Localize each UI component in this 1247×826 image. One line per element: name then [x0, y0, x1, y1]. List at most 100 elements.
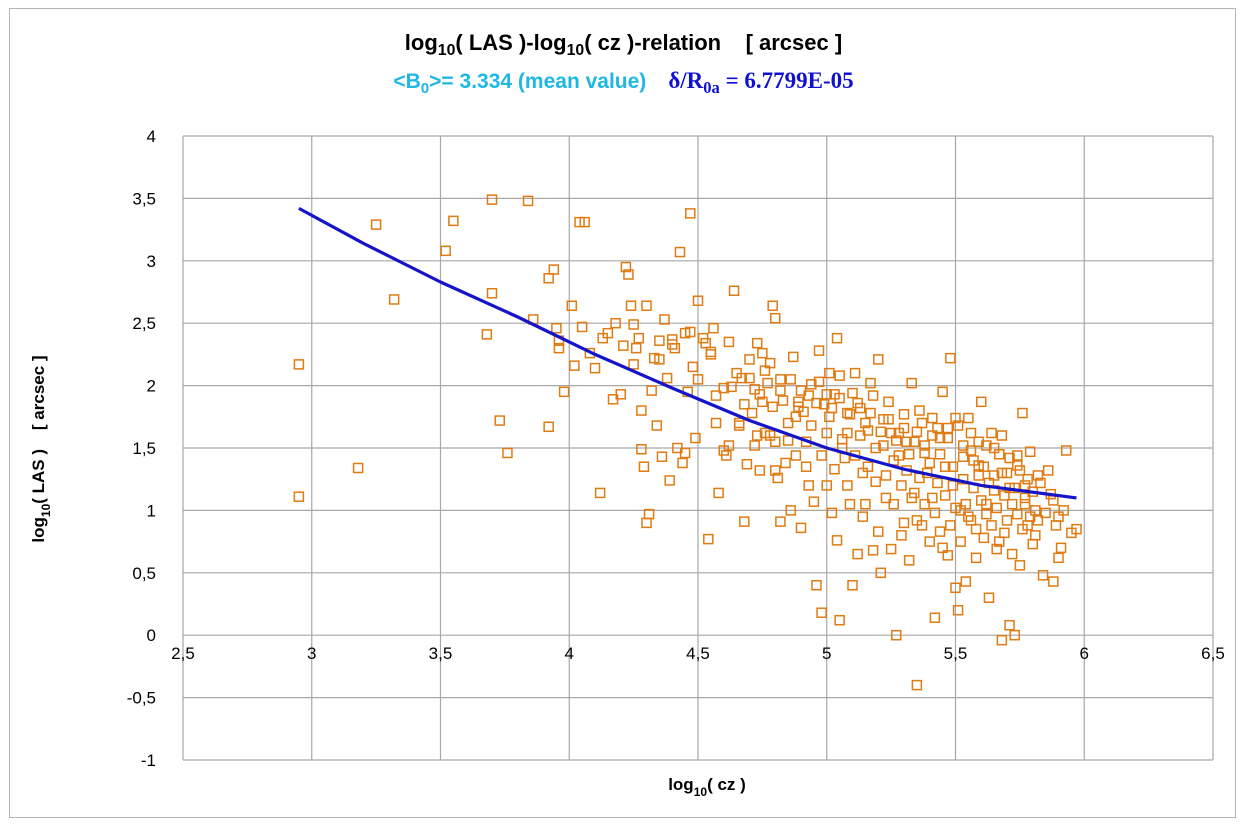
- data-point: [867, 390, 879, 401]
- data-point: [960, 576, 972, 587]
- data-point: [633, 332, 645, 344]
- data-point: [1004, 619, 1015, 631]
- data-point: [952, 420, 964, 431]
- data-point: [927, 430, 938, 441]
- data-point: [708, 322, 719, 334]
- data-point: [808, 496, 820, 507]
- y-tick-label: 1,5: [132, 439, 156, 458]
- data-point: [723, 440, 735, 451]
- data-point: [770, 465, 781, 476]
- data-point: [991, 543, 1002, 555]
- data-point: [731, 367, 742, 379]
- data-point: [860, 417, 871, 429]
- data-point: [873, 526, 884, 537]
- data-point: [1048, 576, 1059, 587]
- data-point: [1017, 523, 1028, 535]
- data-point: [842, 480, 853, 491]
- fit-line: [298, 206, 1077, 500]
- ratio-text: δ/R0a = 6.7799E-05: [668, 68, 854, 98]
- data-point: [909, 436, 920, 448]
- data-point: [883, 414, 894, 425]
- data-point: [1004, 452, 1015, 464]
- data-point: [978, 532, 990, 544]
- data-point: [988, 470, 1000, 481]
- data-point: [880, 470, 892, 481]
- data-point: [713, 487, 724, 499]
- data-point: [865, 407, 876, 419]
- data-point: [1042, 465, 1054, 476]
- data-point: [1001, 515, 1013, 526]
- y-tick-label: 2,5: [132, 314, 156, 333]
- data-point: [669, 342, 681, 354]
- data-point: [746, 407, 758, 419]
- data-point: [960, 498, 972, 510]
- y-tick-label: 0: [147, 626, 156, 645]
- data-point: [829, 463, 840, 475]
- data-point: [906, 377, 917, 389]
- data-point: [865, 377, 876, 389]
- data-point: [795, 522, 807, 534]
- data-point: [602, 327, 614, 339]
- data-point: [942, 422, 954, 434]
- data-point: [824, 367, 835, 379]
- data-point: [950, 582, 961, 594]
- chart-subtitle: <B0>= 3.334 (mean value) δ/R0a = 6.7799E-…: [0, 68, 1247, 98]
- data-point: [705, 349, 717, 360]
- x-axis-title: log10( cz ): [668, 775, 746, 799]
- data-point: [1053, 552, 1064, 564]
- data-point: [757, 347, 768, 359]
- data-point: [486, 287, 498, 299]
- data-point: [440, 245, 451, 257]
- data-point: [857, 511, 869, 522]
- data-point: [646, 385, 657, 396]
- x-tick-label: 2,5: [171, 644, 195, 663]
- data-point: [641, 300, 652, 311]
- data-point: [618, 340, 629, 351]
- data-point: [654, 335, 665, 346]
- data-point: [659, 314, 670, 325]
- data-point: [934, 448, 946, 460]
- data-point: [636, 405, 647, 416]
- data-point: [1006, 548, 1018, 560]
- data-point: [937, 386, 948, 398]
- data-point: [739, 516, 750, 527]
- data-point: [775, 516, 786, 527]
- x-tick-label: 5: [822, 644, 831, 663]
- data-point: [448, 215, 459, 227]
- data-point: [677, 457, 688, 469]
- data-point: [790, 450, 802, 461]
- x-tick-label: 5,5: [944, 644, 968, 663]
- data-point: [780, 457, 791, 469]
- data-point: [842, 407, 853, 419]
- data-point: [914, 405, 925, 416]
- data-point: [739, 399, 750, 410]
- data-point: [548, 264, 560, 275]
- data-point: [775, 374, 786, 385]
- data-point: [643, 508, 655, 520]
- data-point: [751, 337, 763, 349]
- x-tick-label: 3: [307, 644, 316, 663]
- data-point: [494, 415, 505, 426]
- data-point: [481, 329, 493, 340]
- data-point: [896, 530, 907, 541]
- data-point: [767, 300, 778, 311]
- data-point: [388, 294, 400, 305]
- data-point: [952, 604, 964, 616]
- data-point: [785, 374, 796, 385]
- data-point: [1012, 450, 1023, 461]
- data-point: [744, 354, 755, 365]
- data-point: [821, 427, 832, 439]
- data-point: [947, 461, 959, 472]
- data-point: [911, 679, 923, 691]
- data-point: [654, 354, 665, 365]
- data-points: [293, 194, 1082, 691]
- data-point: [1017, 407, 1028, 419]
- data-point: [942, 432, 954, 444]
- data-point: [793, 401, 804, 413]
- data-point: [929, 507, 941, 519]
- data-point: [986, 520, 997, 531]
- data-point: [811, 580, 822, 591]
- data-point: [1022, 473, 1033, 485]
- data-point: [1006, 498, 1018, 510]
- data-point: [875, 426, 887, 438]
